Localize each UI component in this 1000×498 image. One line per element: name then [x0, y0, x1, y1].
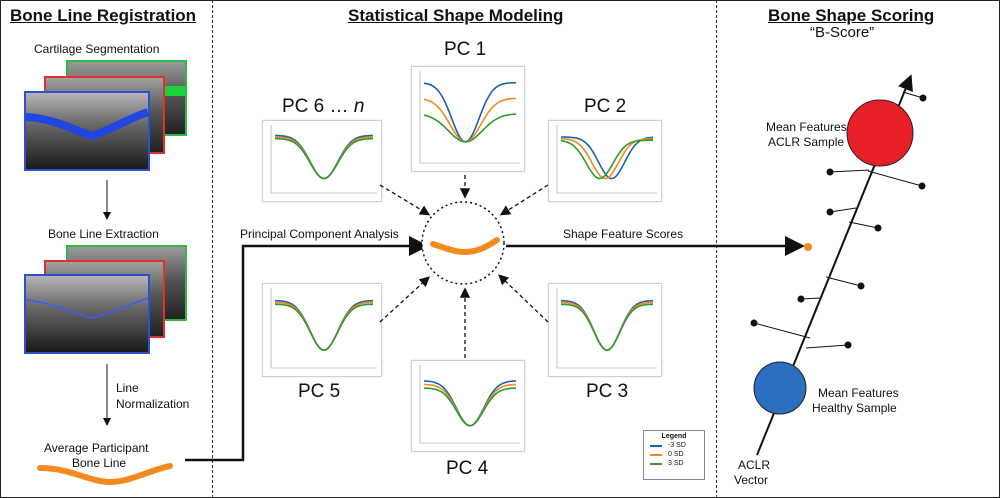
aclr-vector-label-2: Vector — [734, 473, 769, 487]
sample-point — [826, 208, 834, 216]
plot-pc2 — [548, 120, 662, 202]
average-bone-line-label-2: Bone Line — [72, 456, 127, 470]
segmented-cartilage-line — [25, 108, 150, 141]
pc-arrows — [379, 175, 549, 358]
shape-curve — [423, 113, 517, 143]
pc6-label-n: n — [353, 96, 365, 117]
arrow-pc2 — [499, 184, 549, 216]
shape-curve — [423, 97, 517, 143]
healthy-label-1: Mean Features — [818, 386, 899, 400]
plot-axes — [556, 125, 657, 194]
aclr-label-1: Mean Features — [766, 120, 847, 134]
plot-pc4 — [411, 360, 525, 452]
shape-curve — [423, 387, 517, 427]
legend-item: 3 SD — [650, 460, 704, 467]
sample-point — [797, 295, 805, 303]
legend: Legend -3 SD 0 SD 3 SD — [643, 430, 705, 480]
legend-item: 0 SD — [650, 451, 704, 458]
plot-pc1 — [411, 66, 525, 172]
pc6-label-prefix: PC 6 … — [282, 96, 354, 117]
cartilage-segmentation-label: Cartilage Segmentation — [34, 42, 160, 56]
plot-axes — [556, 288, 657, 369]
participant-score-point — [804, 243, 812, 251]
shape-curve — [561, 136, 654, 180]
shape-curve — [560, 139, 653, 180]
plot-axes — [419, 71, 520, 164]
aclr-mean-circle — [846, 99, 914, 167]
legend-swatch-blue — [650, 444, 662, 447]
ultrasound-frame-blue-2 — [24, 274, 150, 354]
average-bone-line — [37, 463, 173, 486]
scoring-title: Bone Shape Scoring — [768, 6, 935, 25]
plot-axes — [270, 125, 377, 194]
arrow-pc5 — [379, 276, 430, 323]
shape-feature-scores-label: Shape Feature Scores — [563, 227, 684, 241]
connector-bone-line-to-pca — [185, 236, 429, 462]
sample-point — [874, 224, 882, 232]
plot-axes — [270, 288, 377, 369]
shape-curve — [560, 303, 654, 352]
legend-label: 3 SD — [668, 460, 684, 467]
arrow-pc6 — [379, 184, 431, 216]
legend-swatch-green — [650, 462, 662, 465]
legend-item: -3 SD — [650, 442, 704, 449]
modeling-title: Statistical Shape Modeling — [348, 6, 564, 25]
aclr-label-2: ACLR Sample — [768, 135, 845, 149]
pc6-label: PC 6 … n — [282, 96, 364, 118]
plot-pc5 — [262, 283, 382, 377]
scoring-subtitle: “B-Score” — [810, 24, 875, 41]
pca-label: Principal Component Analysis — [240, 227, 399, 241]
shape-curve — [274, 303, 374, 352]
mean-shape-line — [430, 237, 500, 256]
line-normalization-label-2: Normalization — [116, 397, 190, 411]
bone-line-extraction-label: Bone Line Extraction — [48, 227, 159, 241]
pc3-label: PC 3 — [586, 381, 629, 402]
sample-point — [844, 341, 852, 349]
pc4-label: PC 4 — [446, 458, 489, 479]
shape-curve — [275, 137, 373, 180]
legend-swatch-orange — [650, 453, 662, 456]
average-bone-line-label-1: Average Participant — [44, 441, 149, 455]
healthy-mean-circle — [753, 361, 807, 415]
pc2-label: PC 2 — [584, 96, 627, 117]
sample-point — [918, 182, 926, 190]
aclr-vector-label-1: ACLR — [738, 458, 771, 472]
extracted-bone-line — [25, 297, 149, 319]
sample-point — [826, 168, 834, 176]
plot-pc3 — [548, 283, 662, 377]
healthy-label-2: Healthy Sample — [812, 401, 897, 415]
registration-title: Bone Line Registration — [10, 6, 197, 25]
plot-pc6 — [262, 120, 382, 202]
plot-axes — [419, 365, 520, 444]
sample-point — [857, 282, 865, 290]
sample-point — [919, 94, 927, 102]
pca-circle — [421, 201, 505, 285]
shape-curve — [423, 81, 516, 143]
legend-title: Legend — [661, 433, 687, 440]
sample-point — [750, 319, 758, 327]
projection-points — [750, 91, 927, 349]
line-normalization-label-1: Line — [116, 381, 139, 395]
arrow-pc3 — [498, 274, 549, 323]
legend-label: -3 SD — [668, 442, 686, 449]
pc5-label: PC 5 — [298, 381, 341, 402]
legend-label: 0 SD — [668, 451, 684, 458]
pc1-label: PC 1 — [444, 39, 487, 60]
